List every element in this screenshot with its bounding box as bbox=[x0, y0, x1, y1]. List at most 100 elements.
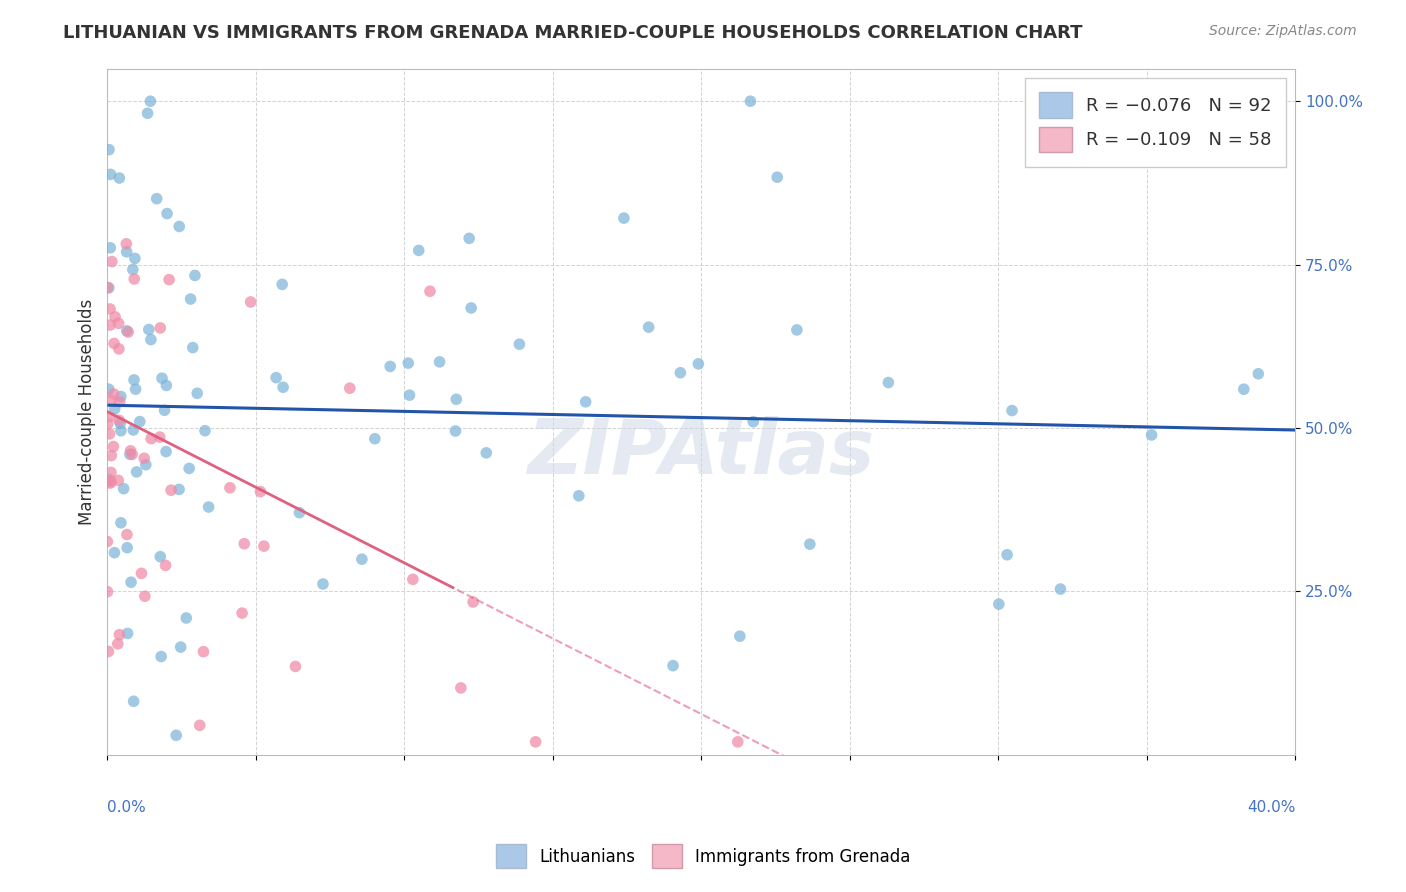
Point bbox=[97, 382, 120, 396]
Point bbox=[100, 475, 122, 489]
Point bbox=[96, 534, 118, 549]
Point bbox=[108, 413, 131, 427]
Point bbox=[219, 481, 242, 495]
Point bbox=[135, 458, 157, 472]
Point bbox=[98, 318, 121, 332]
Point bbox=[108, 395, 131, 409]
Point bbox=[134, 451, 156, 466]
Point bbox=[288, 506, 311, 520]
Point bbox=[103, 387, 125, 401]
Point bbox=[110, 424, 132, 438]
Point bbox=[181, 341, 204, 355]
Point bbox=[460, 301, 482, 315]
Point bbox=[271, 380, 294, 394]
Point bbox=[103, 440, 125, 454]
Point bbox=[284, 659, 307, 673]
Point bbox=[446, 392, 468, 407]
Point bbox=[115, 236, 138, 251]
Text: Source: ZipAtlas.com: Source: ZipAtlas.com bbox=[1209, 24, 1357, 38]
Point bbox=[396, 356, 419, 370]
Point bbox=[150, 371, 173, 385]
Point bbox=[117, 626, 139, 640]
Point bbox=[98, 301, 121, 316]
Point bbox=[740, 94, 762, 108]
Point bbox=[728, 629, 751, 643]
Point bbox=[429, 355, 451, 369]
Point bbox=[174, 611, 197, 625]
Point bbox=[402, 573, 425, 587]
Point bbox=[98, 409, 121, 424]
Point bbox=[108, 171, 131, 186]
Point bbox=[312, 577, 335, 591]
Point bbox=[104, 402, 127, 417]
Point bbox=[688, 357, 710, 371]
Point bbox=[124, 252, 146, 266]
Point bbox=[103, 336, 125, 351]
Point bbox=[637, 320, 659, 334]
Point bbox=[1140, 428, 1163, 442]
Point bbox=[134, 589, 156, 603]
Text: LITHUANIAN VS IMMIGRANTS FROM GRENADA MARRIED-COUPLE HOUSEHOLDS CORRELATION CHAR: LITHUANIAN VS IMMIGRANTS FROM GRENADA MA… bbox=[63, 24, 1083, 42]
Point bbox=[120, 443, 142, 458]
Point bbox=[568, 489, 591, 503]
Text: ZIPAtlas: ZIPAtlas bbox=[527, 416, 875, 490]
Point bbox=[153, 403, 176, 417]
Point bbox=[122, 272, 145, 286]
Point bbox=[188, 718, 211, 732]
Point bbox=[419, 284, 441, 298]
Point bbox=[995, 548, 1018, 562]
Point bbox=[139, 333, 162, 347]
Point bbox=[179, 461, 201, 475]
Point bbox=[97, 417, 120, 431]
Point bbox=[475, 446, 498, 460]
Point bbox=[149, 430, 172, 444]
Point bbox=[193, 645, 215, 659]
Point bbox=[136, 106, 159, 120]
Point bbox=[1049, 582, 1071, 596]
Point bbox=[101, 254, 124, 268]
Point bbox=[122, 373, 145, 387]
Point bbox=[253, 539, 276, 553]
Point bbox=[197, 500, 219, 514]
Point bbox=[98, 426, 121, 441]
Point bbox=[155, 444, 177, 458]
Point bbox=[149, 549, 172, 564]
Legend: Lithuanians, Immigrants from Grenada: Lithuanians, Immigrants from Grenada bbox=[489, 838, 917, 875]
Point bbox=[575, 394, 598, 409]
Point bbox=[339, 381, 361, 395]
Point bbox=[877, 376, 900, 390]
Point bbox=[799, 537, 821, 551]
Point bbox=[96, 584, 118, 599]
Point bbox=[103, 546, 125, 560]
Point bbox=[264, 370, 287, 384]
Point bbox=[271, 277, 294, 292]
Point bbox=[107, 637, 129, 651]
Point bbox=[145, 192, 167, 206]
Point bbox=[100, 466, 122, 480]
Point bbox=[165, 728, 187, 742]
Point bbox=[108, 628, 131, 642]
Legend: R = −0.076   N = 92, R = −0.109   N = 58: R = −0.076 N = 92, R = −0.109 N = 58 bbox=[1025, 78, 1286, 167]
Point bbox=[167, 483, 190, 497]
Point bbox=[98, 473, 121, 487]
Point bbox=[100, 167, 122, 181]
Point bbox=[160, 483, 183, 498]
Point bbox=[122, 423, 145, 437]
Point bbox=[1001, 403, 1024, 417]
Point bbox=[100, 449, 122, 463]
Point bbox=[155, 558, 177, 573]
Point bbox=[125, 465, 148, 479]
Point bbox=[122, 694, 145, 708]
Point bbox=[444, 424, 467, 438]
Point bbox=[121, 262, 143, 277]
Point bbox=[97, 644, 120, 658]
Point bbox=[408, 244, 430, 258]
Point bbox=[350, 552, 373, 566]
Point bbox=[1233, 382, 1256, 396]
Point bbox=[149, 321, 172, 335]
Point bbox=[450, 681, 472, 695]
Point bbox=[104, 310, 127, 324]
Point bbox=[110, 390, 132, 404]
Point bbox=[1247, 367, 1270, 381]
Point bbox=[115, 541, 138, 555]
